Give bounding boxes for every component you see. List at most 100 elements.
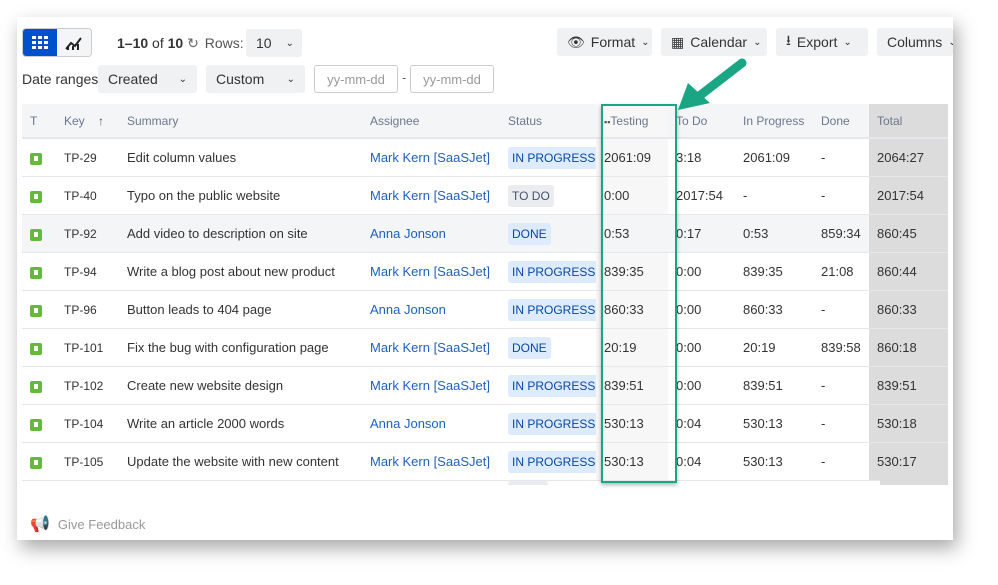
story-icon [30,304,42,317]
testing-cell: 839:35 [596,252,668,291]
key-cell[interactable]: TP-92 [56,214,119,253]
story-icon [30,456,42,469]
inprogress-cell: 20:19 [735,328,813,367]
eye-icon: 👁 [567,33,585,50]
type-cell [22,328,56,367]
assignee-cell[interactable]: Mark Kern [SaaSJet] [362,366,500,405]
col-summary[interactable]: Summary [119,104,362,139]
grid-view-button[interactable] [23,29,57,56]
status-badge: IN PROGRESS [508,412,596,435]
col-todo[interactable]: To Do [668,104,735,139]
table-row[interactable]: TP-104 Write an article 2000 words Anna Jo… [22,404,948,443]
assignee-cell[interactable]: Mark Kern [SaaSJet] [362,176,500,215]
summary-cell: Button leads to 404 page [119,290,362,329]
done-cell: 21:08 [813,252,869,291]
status-cell: IN PROGRESS [500,442,596,481]
chart-view-button[interactable] [57,29,91,56]
assignee-cell[interactable]: Anna Jonson [362,404,500,443]
key-cell[interactable]: TP-96 [56,290,119,329]
date-from-input[interactable]: yy-mm-dd [314,65,398,93]
col-assignee[interactable]: Assignee [362,104,500,139]
status-cell: DONE [500,328,596,367]
columns-label: Columns [887,34,943,50]
table-row[interactable]: TP-94 Write a blog post about new product… [22,252,948,291]
inprogress-cell: 860:33 [735,290,813,329]
testing-cell: 0:53 [596,214,668,253]
key-cell[interactable]: TP-105 [56,442,119,481]
assignee-cell[interactable]: Mark Kern [SaaSJet] [362,252,500,291]
key-cell[interactable]: TP-101 [56,328,119,367]
key-cell[interactable]: TP-94 [56,252,119,291]
status-badge: DONE [508,336,551,359]
testing-cell: 2061:09 [596,138,668,177]
done-cell: - [813,366,869,405]
status-cell: IN PROGRESS [500,366,596,405]
rows-value: 10 [256,35,272,51]
table-row[interactable]: TP-29 Edit column values Mark Kern [SaaSJe… [22,138,948,177]
table-row[interactable]: TP-96 Button leads to 404 page Anna Jonson… [22,290,948,329]
assignee-cell[interactable]: Anna Jonson [362,290,500,329]
chevron-down-icon: ⌄ [843,36,852,48]
status-badge: IN PROGRESS [508,298,596,321]
assignee-cell[interactable]: Anna Jonson [362,214,500,253]
columns-button[interactable]: Columns ⌄ [877,28,953,56]
done-cell: - [813,176,869,215]
date-field-select[interactable]: Created ⌄ [98,65,197,93]
calendar-label: Calendar [690,34,748,50]
inprogress-cell: - [735,176,813,215]
col-status[interactable]: Status [500,104,596,139]
download-icon: ⭳ [786,32,791,48]
total-cell: 530:18 [869,404,948,443]
inprogress-cell: 839:35 [735,252,813,291]
range-type-select[interactable]: Custom ⌄ [206,65,305,93]
table-row[interactable]: TP-102 Create new website design Mark Kern… [22,366,948,405]
todo-cell: 0:00 [668,252,735,291]
date-to-input[interactable]: yy-mm-dd [410,65,494,93]
range-total: 10 [167,35,184,51]
col-testing[interactable]: ▪▪Testing [596,104,668,139]
table-row[interactable]: TP-92 Add video to description on site Ann… [22,214,948,253]
summary-cell: Update the website with new content [119,442,362,481]
key-cell[interactable]: TP-40 [56,176,119,215]
story-icon [30,380,42,393]
col-type[interactable]: T [22,104,56,139]
total-cell: 839:51 [869,366,948,405]
table-row[interactable]: TP-101 Fix the bug with configuration pag… [22,328,948,367]
key-cell[interactable]: TP-102 [56,366,119,405]
rows-select[interactable]: 10 ⌄ [246,29,302,57]
todo-cell: 0:17 [668,214,735,253]
done-cell: - [813,404,869,443]
export-button[interactable]: ⭳ Export ⌄ [776,28,868,56]
inprogress-cell: 530:13 [735,404,813,443]
assignee-cell[interactable]: Mark Kern [SaaSJet] [362,442,500,481]
status-badge: IN PROGRESS [508,374,596,397]
megaphone-icon: 📢 [30,516,50,533]
testing-cell: 0:00 [596,176,668,215]
col-key[interactable]: Key ↑ [56,104,119,139]
assignee-cell[interactable]: Mark Kern [SaaSJet] [362,138,500,177]
col-inprogress[interactable]: In Progress [735,104,813,139]
testing-cell: 530:13 [596,404,668,443]
key-cell[interactable]: TP-29 [56,138,119,177]
format-button[interactable]: 👁 Format ⌄ [557,28,652,56]
assignee-cell[interactable]: Mark Kern [SaaSJet] [362,328,500,367]
col-done[interactable]: Done [813,104,869,139]
col-total[interactable]: Total [869,104,948,139]
total-cell: 2064:27 [869,138,948,177]
refresh-icon[interactable]: ↻ [187,35,199,51]
status-badge: IN PROGRESS [508,450,596,473]
key-cell[interactable]: TP-104 [56,404,119,443]
type-cell [22,176,56,215]
testing-cell: 860:33 [596,290,668,329]
table-row[interactable]: TP-40 Typo on the public website Mark Kern… [22,176,948,215]
story-icon [30,152,42,165]
total-cell: 860:18 [869,328,948,367]
calendar-button[interactable]: ▦ Calendar ⌄ [661,28,767,56]
summary-cell: Create new website design [119,366,362,405]
give-feedback-link[interactable]: 📢 Give Feedback [30,514,145,534]
summary-cell: Write an article 2000 words [119,404,362,443]
table-header: T Key ↑ Summary Assignee Status ▪▪Testin… [22,104,948,139]
col-testing-label: Testing [610,113,649,128]
story-icon [30,190,42,203]
summary-cell: Edit column values [119,138,362,177]
